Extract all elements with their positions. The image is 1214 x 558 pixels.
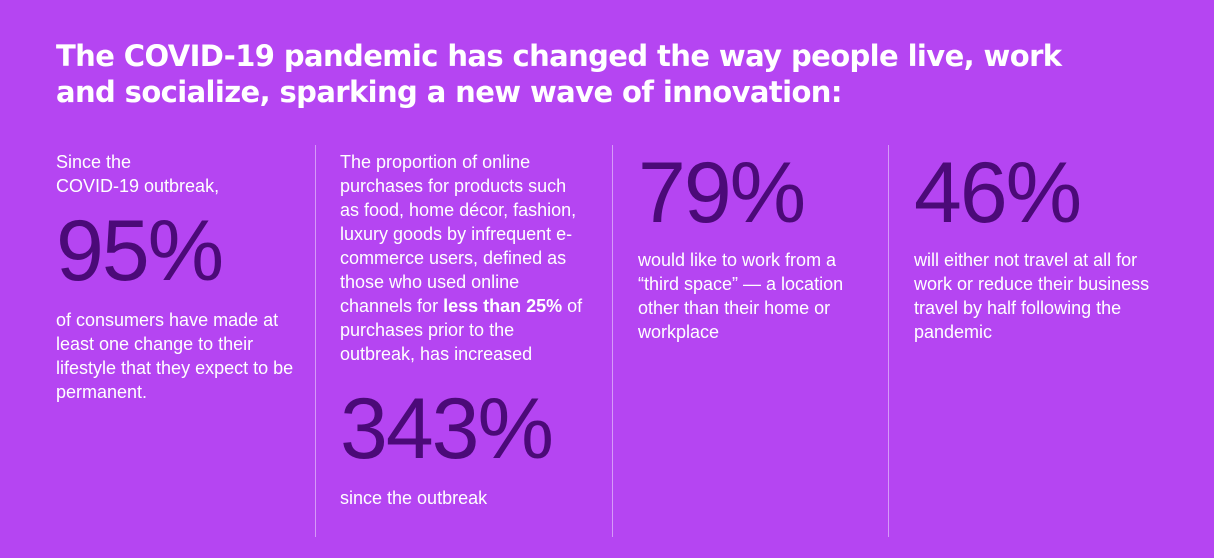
stat-column-business-travel: 46% will either not travel at all for wo… — [914, 150, 1154, 344]
stat-description-text: of purchases prior to the outbreak, has … — [340, 296, 583, 364]
column-divider — [888, 145, 889, 537]
headline: The COVID-19 pandemic has changed the wa… — [56, 38, 1156, 110]
stat-caption: since the outbreak — [340, 488, 488, 508]
stat-column-consumers: Since the COVID-19 outbreak, 95% of cons… — [56, 150, 301, 404]
stat-value: 343% — [340, 381, 554, 477]
stat-intro: Since the COVID-19 outbreak, — [56, 150, 301, 198]
stat-value: 95% — [56, 203, 224, 299]
stat-column-third-space: 79% would like to work from a “third spa… — [638, 150, 873, 344]
stat-description: The proportion of online purchases for p… — [340, 150, 585, 366]
stat-intro-line-2: COVID-19 outbreak, — [56, 176, 220, 196]
stat-description-text: The proportion of online purchases for p… — [340, 152, 577, 316]
stat-description: of consumers have made at least one chan… — [56, 310, 294, 402]
column-divider — [612, 145, 613, 537]
stat-description: will either not travel at all for work o… — [914, 250, 1150, 342]
stat-value: 46% — [914, 145, 1082, 241]
column-divider — [315, 145, 316, 537]
stat-column-online-purchases: The proportion of online purchases for p… — [340, 150, 585, 510]
headline-line-1: The COVID-19 pandemic has changed the wa… — [56, 39, 1062, 73]
stat-description: would like to work from a “third space” … — [638, 250, 844, 342]
stat-intro-line-1: Since the — [56, 152, 132, 172]
stat-value: 79% — [638, 145, 806, 241]
headline-line-2: and socialize, sparking a new wave of in… — [56, 75, 842, 109]
stat-description-emphasis: less than 25% — [443, 296, 563, 316]
